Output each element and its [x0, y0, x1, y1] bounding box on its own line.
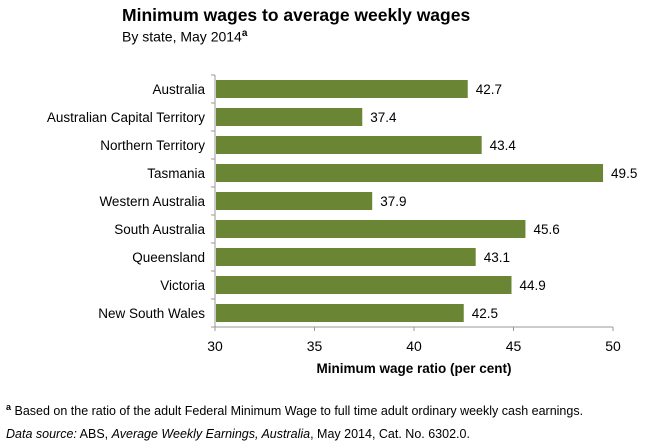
chart-subtitle: By state, May 2014a: [122, 28, 247, 45]
source-label: Data source:: [6, 427, 77, 441]
x-axis-label: Minimum wage ratio (per cent): [316, 361, 511, 376]
category-label: South Australia: [114, 222, 205, 237]
bar: [216, 164, 604, 182]
x-tick-label: 40: [406, 338, 422, 354]
footnote: a Based on the ratio of the adult Federa…: [6, 402, 583, 418]
data-label: 37.9: [380, 194, 406, 209]
data-label: 43.1: [484, 250, 510, 265]
category-label: Australia: [152, 82, 205, 97]
source-text: ABS,: [76, 427, 112, 441]
bar: [216, 304, 464, 322]
data-label: 44.9: [520, 278, 546, 293]
footnote-marker: a: [241, 28, 248, 39]
data-source: Data source: ABS, Average Weekly Earning…: [6, 427, 470, 441]
footnote-text: Based on the ratio of the adult Federal …: [11, 404, 584, 419]
data-label: 43.4: [490, 138, 517, 153]
data-label: 42.7: [476, 82, 502, 97]
category-label: Western Australia: [99, 194, 205, 209]
category-label: Tasmania: [147, 166, 205, 181]
bar: [216, 136, 482, 154]
footnote-marker: a: [6, 402, 12, 412]
source-text-end: , May 2014, Cat. No. 6302.0.: [310, 427, 470, 441]
data-label: 42.5: [472, 306, 498, 321]
category-label: Queensland: [132, 250, 205, 265]
category-label: New South Wales: [98, 306, 205, 321]
subtitle-text: By state, May 2014: [122, 28, 242, 45]
data-label: 45.6: [533, 222, 559, 237]
category-label: Australian Capital Territory: [47, 110, 205, 125]
x-tick-label: 35: [307, 338, 323, 354]
bar: [216, 276, 512, 294]
bar: [216, 248, 476, 266]
category-label: Northern Territory: [100, 138, 205, 153]
x-tick-label: 30: [207, 338, 223, 354]
bar: [216, 192, 373, 210]
bar-chart: 30 35 40 45 50 Minimum wage ratio (per cent) A…: [47, 74, 637, 376]
source-title: Average Weekly Earnings, Australia: [111, 427, 311, 441]
chart-title: Minimum wages to average weekly wages: [122, 5, 471, 25]
bar: [216, 80, 468, 98]
category-label: Victoria: [160, 278, 205, 293]
bar: [216, 220, 526, 238]
data-label: 49.5: [611, 166, 637, 181]
data-label: 37.4: [370, 110, 397, 125]
x-tick-label: 50: [605, 338, 621, 354]
x-tick-label: 45: [506, 338, 522, 354]
bar: [216, 108, 363, 126]
